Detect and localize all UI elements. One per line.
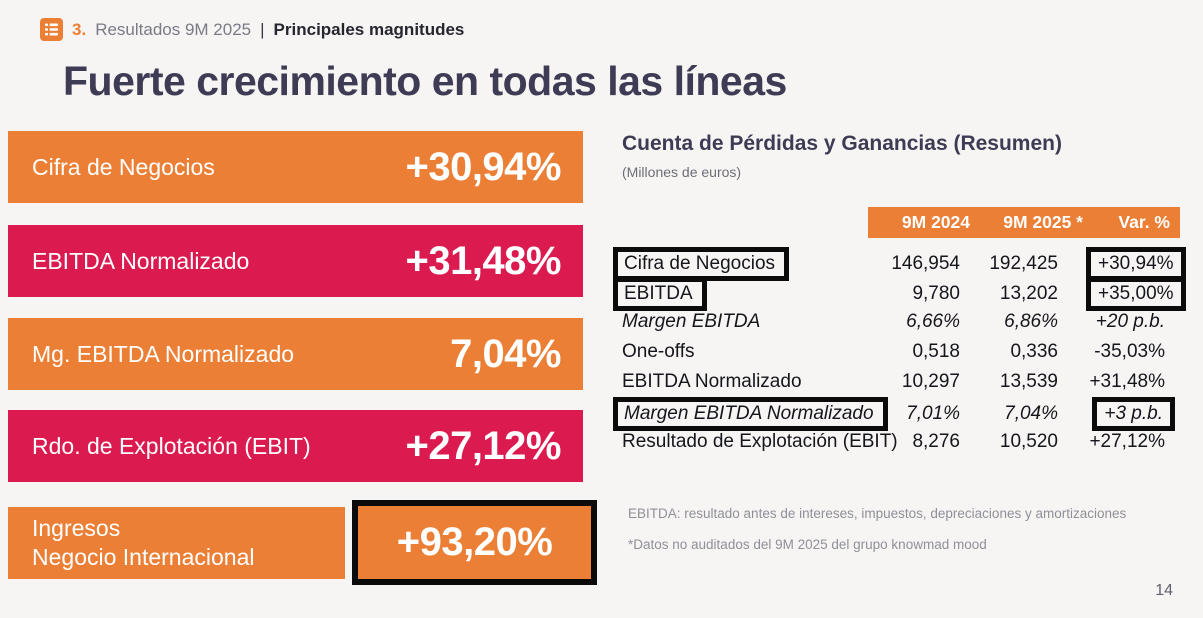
kpi-value: +27,12% xyxy=(405,423,561,468)
footnote-unaudited: *Datos no auditados del 9M 2025 del grup… xyxy=(628,537,987,552)
breadcrumb: 3. Resultados 9M 2025 | Principales magn… xyxy=(40,18,464,41)
row-label: One-offs xyxy=(622,341,695,362)
cell-9m2025: 13,202 xyxy=(999,283,1058,304)
cell-9m2024: 6,66% xyxy=(906,311,960,332)
kpi-value: +31,48% xyxy=(405,238,561,283)
page-title: Fuerte crecimiento en todas las líneas xyxy=(63,58,787,104)
list-icon xyxy=(40,18,63,41)
cell-var: -35,03% xyxy=(1094,341,1165,362)
kpi-bar-ebitda-normalizado: EBITDA Normalizado +31,48% xyxy=(8,225,583,297)
table-row: Resultado de Explotación (EBIT) 8,276 10… xyxy=(618,427,1180,457)
kpi-bar-ebit: Rdo. de Explotación (EBIT) +27,12% xyxy=(8,410,583,482)
table-row: EBITDA Normalizado 10,297 13,539 +31,48% xyxy=(618,367,1180,397)
breadcrumb-separator: | xyxy=(260,19,265,39)
cell-9m2025: 192,425 xyxy=(989,253,1058,274)
row-label: Resultado de Explotación (EBIT) xyxy=(622,431,898,452)
kpi-bar-mg-ebitda: Mg. EBITDA Normalizado 7,04% xyxy=(8,318,583,390)
kpi-value: 7,04% xyxy=(450,331,561,376)
table-rows: Cifra de Negocios 146,954 192,425 +30,94… xyxy=(613,247,1186,457)
kpi-bar-cifra-negocios: Cifra de Negocios +30,94% xyxy=(8,131,583,203)
cell-9m2024: 10,297 xyxy=(901,371,960,392)
breadcrumb-section-title: Resultados 9M 2025 xyxy=(95,19,252,39)
footnote-ebitda: EBITDA: resultado antes de intereses, im… xyxy=(628,506,1127,521)
row-label: Margen EBITDA Normalizado xyxy=(613,397,888,431)
cell-9m2025: 10,520 xyxy=(999,431,1058,452)
column-header-9m2025: 9M 2025 * xyxy=(1003,212,1083,232)
kpi-label: EBITDA Normalizado xyxy=(32,247,250,274)
kpi-label: Cifra de Negocios xyxy=(32,153,215,180)
table-header: 9M 2024 9M 2025 * Var. % xyxy=(868,207,1180,238)
breadcrumb-section-number: 3. xyxy=(72,19,87,39)
cell-9m2024: 0,518 xyxy=(912,341,960,362)
cell-9m2024: 8,276 xyxy=(912,431,960,452)
cell-9m2024: 9,780 xyxy=(912,283,960,304)
page-number: 14 xyxy=(1155,582,1173,599)
row-label: EBITDA Normalizado xyxy=(622,371,802,392)
kpi-label: Rdo. de Explotación (EBIT) xyxy=(32,432,311,459)
breadcrumb-subsection: Principales magnitudes xyxy=(273,19,465,39)
kpi-bar-ingresos-internacional: Ingresos Negocio Internacional xyxy=(8,507,345,579)
cell-var: +27,12% xyxy=(1089,431,1165,452)
kpi-value: +93,20% xyxy=(396,520,553,564)
cell-var: +35,00% xyxy=(1086,277,1186,311)
row-label: Cifra de Negocios xyxy=(613,247,790,281)
kpi-label: Ingresos Negocio Internacional xyxy=(32,515,255,570)
table-row: One-offs 0,518 0,336 -35,03% xyxy=(618,337,1180,367)
kpi-label: Mg. EBITDA Normalizado xyxy=(32,340,295,367)
row-label: Margen EBITDA xyxy=(622,311,761,332)
table-row: Cifra de Negocios 146,954 192,425 +30,94… xyxy=(613,247,1186,281)
cell-9m2024: 146,954 xyxy=(891,253,960,274)
cell-var: +20 p.b. xyxy=(1095,311,1165,332)
table-row: EBITDA 9,780 13,202 +35,00% xyxy=(613,277,1186,311)
column-header-var: Var. % xyxy=(1118,212,1170,232)
column-header-9m2024: 9M 2024 xyxy=(901,212,970,232)
table-row: Margen EBITDA Normalizado 7,01% 7,04% +3… xyxy=(613,397,1180,431)
cell-9m2025: 7,04% xyxy=(1004,403,1058,424)
cell-9m2025: 6,86% xyxy=(1004,311,1058,332)
cell-9m2024: 7,01% xyxy=(906,403,960,424)
cell-var: +30,94% xyxy=(1086,247,1186,281)
table-title: Cuenta de Pérdidas y Ganancias (Resumen) xyxy=(622,132,1062,155)
cell-var: +31,48% xyxy=(1089,371,1165,392)
cell-9m2025: 0,336 xyxy=(1010,341,1058,362)
table-subtitle: (Millones de euros) xyxy=(622,164,742,180)
cell-9m2025: 13,539 xyxy=(999,371,1058,392)
cell-var: +3 p.b. xyxy=(1092,397,1175,431)
kpi-value: +30,94% xyxy=(405,144,561,189)
row-label: EBITDA xyxy=(613,277,707,311)
table-row: Margen EBITDA 6,66% 6,86% +20 p.b. xyxy=(618,307,1180,337)
kpi-value-highlight-box: +93,20% xyxy=(352,500,597,585)
